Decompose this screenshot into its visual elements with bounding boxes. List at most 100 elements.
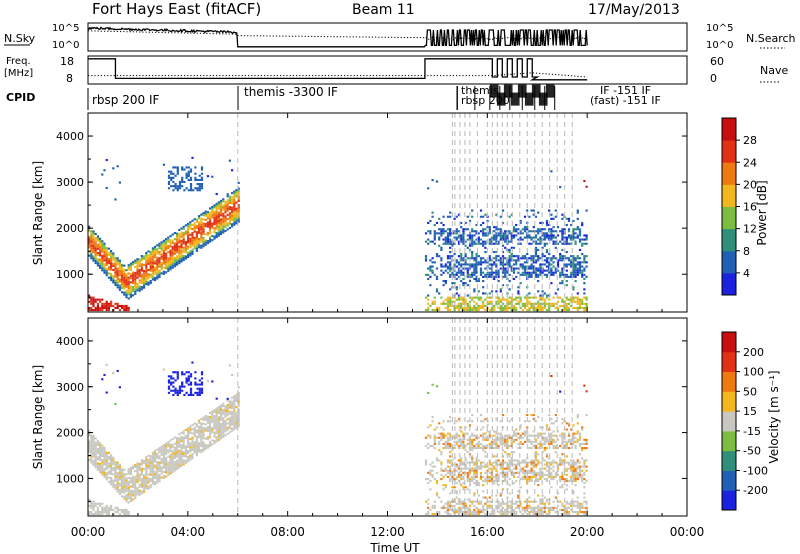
velocity-cell [112,462,115,465]
power-cell [114,198,117,201]
velocity-cell [442,447,445,450]
velocity-cell [572,440,575,443]
velocity-cell [435,459,439,462]
velocity-cell [578,467,582,470]
power-cell [114,302,117,305]
power-cell [550,267,553,270]
velocity-cell [204,437,207,440]
velocity-cell [574,475,577,478]
velocity-cell [226,422,229,425]
power-cell [134,259,137,262]
velocity-cell [576,506,579,509]
velocity-cell [444,486,447,489]
velocity-cell [446,513,450,516]
velocity-cell [127,484,130,487]
cpid-overlap-labels: █████████ [456,84,556,110]
power-cell [572,296,575,299]
velocity-cell [178,437,181,440]
velocity-cell [550,375,553,378]
power-cell [427,298,430,301]
nave-label: Nave [760,64,788,77]
power-cell [134,284,137,287]
power-cell [495,275,498,278]
power-cell [475,224,478,227]
velocity-cell [173,467,176,470]
velocity-cell [121,470,124,473]
power-cell [528,271,531,274]
power-cell [200,228,203,231]
power-cell [138,271,141,274]
velocity-cell [222,429,225,432]
power-cell [92,230,95,233]
velocity-cell [129,471,132,474]
velocity-cell [559,478,562,481]
power-cell [521,255,524,258]
power-cell [521,257,524,260]
power-cell [96,258,99,261]
velocity-cell [217,434,220,437]
power-cell [198,237,201,240]
power-cell [581,242,584,245]
velocity-cell [105,391,108,394]
velocity-cell [101,452,104,455]
power-cell [482,302,485,305]
power-cell [510,234,513,237]
power-cell [169,262,172,265]
velocity-cell [211,439,214,442]
velocity-cell [112,481,115,484]
power-cell [548,253,551,256]
power-cell [526,261,529,264]
power-cell [460,236,463,239]
power-cell [226,207,229,210]
power-cell [475,302,478,305]
velocity-cell [169,460,172,463]
velocity-cell [125,494,128,497]
velocity-cell [541,459,544,462]
velocity-cell [532,445,535,448]
power-cell [235,191,238,194]
velocity-cell [171,464,174,467]
power-cell [90,257,93,260]
velocity-cell [88,434,91,437]
velocity-cell [444,445,447,448]
power-cell [178,187,182,190]
power-cell [473,242,476,245]
velocity-cell [493,455,496,458]
power-cell [228,208,231,211]
velocity-cell [506,467,509,470]
power-cell [504,230,507,233]
velocity-cell [578,473,582,476]
power-cell [504,240,507,243]
velocity-cell [103,453,106,456]
velocity-cell [129,499,132,502]
power-cell [473,277,476,280]
velocity-cell [444,469,447,472]
power-cell [501,261,505,264]
velocity-cell [88,440,91,443]
velocity-cell [237,410,240,413]
velocity-cell [488,461,491,464]
velocity-cell [200,383,204,386]
velocity-cell [206,425,209,428]
power-cell [165,252,168,255]
velocity-cell [127,491,130,494]
velocity-cell [504,508,507,511]
cpid-entry: rbsp 200 IF [92,93,159,107]
power-cell [526,236,529,239]
power-cell [169,253,172,256]
velocity-cell [585,465,588,468]
power-cell [506,309,509,312]
power-cell [508,302,511,305]
velocity-cell [123,468,126,471]
power-cell [528,215,531,218]
velocity-cell [116,508,119,511]
velocity-cell [88,511,91,514]
velocity-cell [460,469,463,472]
velocity-cell [156,469,159,472]
power-cell [581,271,584,274]
velocity-cell [482,484,485,487]
velocity-cell [193,430,196,433]
power-cell [145,260,148,263]
velocity-cell [171,468,174,471]
velocity-cell [92,445,95,448]
